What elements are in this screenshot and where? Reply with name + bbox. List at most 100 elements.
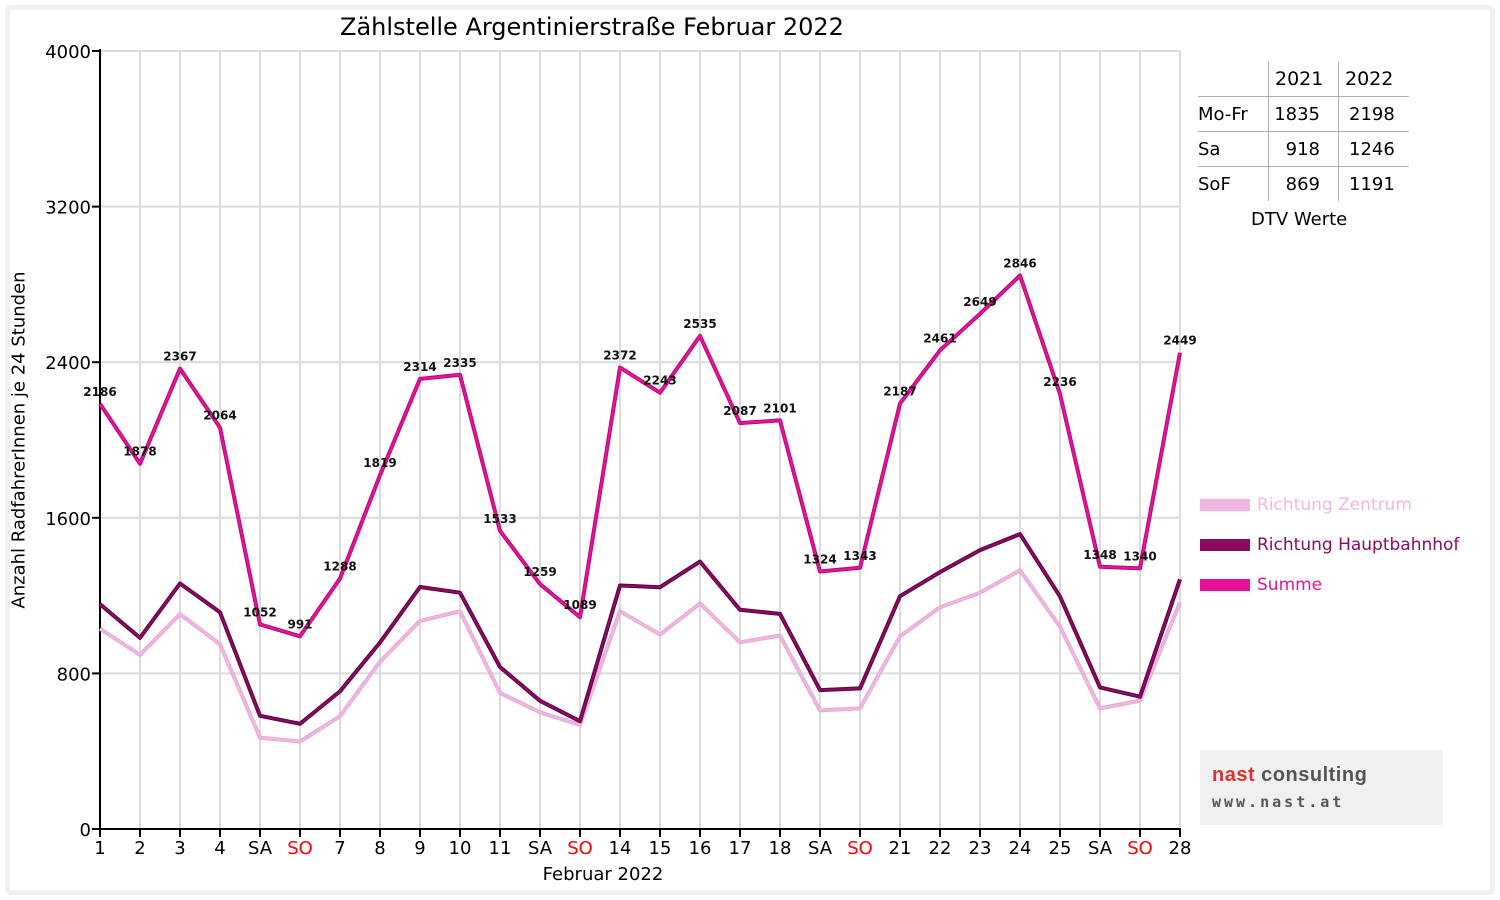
legend-item-hauptbahnhof: Richtung Hauptbahnhof xyxy=(1200,534,1459,556)
x-tick-label: 25 xyxy=(1049,838,1072,859)
nast-consulting-logo: nast consulting www.nast.at xyxy=(1200,750,1443,825)
data-label: 2087 xyxy=(723,404,756,418)
data-label: 2335 xyxy=(443,356,476,370)
x-tick-label: SA xyxy=(528,838,553,859)
data-label: 1324 xyxy=(803,552,836,566)
dtv-header-row: 2021 2022 xyxy=(1198,62,1409,97)
x-tick-label: 28 xyxy=(1169,838,1192,859)
x-tick-label: 1 xyxy=(94,838,105,859)
data-label: 2372 xyxy=(603,349,636,363)
x-tick-label: 21 xyxy=(889,838,912,859)
dtv-value-2022: 2198 xyxy=(1338,96,1409,132)
legend-label-zentrum: Richtung Zentrum xyxy=(1257,495,1412,515)
x-tick-label: 23 xyxy=(969,838,992,859)
y-tick-label: 0 xyxy=(80,820,91,841)
y-tick-label: 2400 xyxy=(45,353,91,374)
data-label: 991 xyxy=(287,617,312,631)
logo-name-part1: nast xyxy=(1212,764,1256,786)
logo-name: nast consulting xyxy=(1212,764,1367,787)
y-tick-label: 3200 xyxy=(45,198,91,219)
x-tick-label: 10 xyxy=(449,838,472,859)
dtv-row-label: Sa xyxy=(1198,131,1269,167)
logo-website: www.nast.at xyxy=(1212,793,1345,811)
data-label: 2186 xyxy=(83,385,116,399)
data-label: 1089 xyxy=(563,598,596,612)
legend-swatch-summe xyxy=(1200,579,1250,591)
x-tick-label: 16 xyxy=(689,838,712,859)
x-tick-label: SA xyxy=(1088,838,1113,859)
data-label: 2187 xyxy=(883,385,916,399)
data-label: 1348 xyxy=(1083,548,1116,562)
x-tick-label: 15 xyxy=(649,838,672,859)
data-label: 1343 xyxy=(843,549,876,563)
x-tick-label: 14 xyxy=(609,838,632,859)
x-tick-label: 22 xyxy=(929,838,952,859)
x-tick-label: 24 xyxy=(1009,838,1032,859)
legend-swatch-hauptbahnhof xyxy=(1200,539,1250,551)
dtv-row: SoF 869 1191 xyxy=(1198,166,1409,201)
x-tick-label: 11 xyxy=(489,838,512,859)
data-label: 2649 xyxy=(963,295,996,309)
data-label: 1288 xyxy=(323,559,356,573)
x-tick-label: 17 xyxy=(729,838,752,859)
legend-label-summe: Summe xyxy=(1257,575,1323,595)
data-label: 2449 xyxy=(1163,334,1196,348)
series-line-summe xyxy=(99,274,1181,638)
y-axis-label: Anzahl RadfahrerInnen je 24 Stunden xyxy=(8,271,30,609)
x-tick-label: SO xyxy=(847,838,873,859)
x-tick-label: SA xyxy=(808,838,833,859)
dtv-value-2021: 869 xyxy=(1268,166,1339,201)
data-label: 1259 xyxy=(523,565,556,579)
x-tick-label: SO xyxy=(567,838,593,859)
data-label: 1878 xyxy=(123,445,156,459)
y-tick-label: 1600 xyxy=(45,509,91,530)
x-tick-label: 3 xyxy=(174,838,185,859)
x-tick-label: 2 xyxy=(134,838,145,859)
x-tick-label: 4 xyxy=(214,838,225,859)
dtv-value-2021: 918 xyxy=(1268,131,1339,167)
data-label: 2535 xyxy=(683,317,716,331)
y-tick-label: 800 xyxy=(57,664,91,685)
data-label: 1533 xyxy=(483,512,516,526)
x-tick-label: 9 xyxy=(414,838,425,859)
dtv-row: Sa 918 1246 xyxy=(1198,131,1409,167)
dtv-row-label: Mo-Fr xyxy=(1198,96,1269,132)
x-tick-label: SA xyxy=(248,838,273,859)
legend-item-zentrum: Richtung Zentrum xyxy=(1200,494,1412,516)
legend-item-summe: Summe xyxy=(1200,574,1322,596)
data-label: 2101 xyxy=(763,401,796,415)
data-label: 1819 xyxy=(363,456,396,470)
dtv-row: Mo-Fr 1835 2198 xyxy=(1198,96,1409,132)
data-label: 2236 xyxy=(1043,375,1076,389)
x-tick-label: 18 xyxy=(769,838,792,859)
dtv-header-2021: 2021 xyxy=(1268,62,1339,97)
chart-title: Zählstelle Argentinierstraße Februar 202… xyxy=(340,13,844,41)
dtv-value-2022: 1246 xyxy=(1338,131,1409,167)
dtv-row-label: SoF xyxy=(1198,173,1231,195)
x-axis-label: Februar 2022 xyxy=(542,864,664,885)
dtv-value-2021: 1835 xyxy=(1268,96,1339,132)
x-tick-label: 7 xyxy=(334,838,345,859)
data-label: 1340 xyxy=(1123,549,1156,563)
y-tick-label: 4000 xyxy=(45,42,91,63)
series-line-summe-outline xyxy=(98,273,1182,639)
series-line-zentrum xyxy=(99,569,1181,743)
logo-name-part2: consulting xyxy=(1255,764,1368,786)
series-line-hauptbahnhof xyxy=(99,533,1181,725)
data-label: 2064 xyxy=(203,409,236,423)
data-label: 2461 xyxy=(923,331,956,345)
data-label: 2846 xyxy=(1003,256,1036,270)
dtv-header-empty xyxy=(1198,62,1269,97)
x-tick-label: SO xyxy=(287,838,313,859)
x-tick-label: SO xyxy=(1127,838,1153,859)
data-label: 2314 xyxy=(403,360,436,374)
data-label: 2243 xyxy=(643,374,676,388)
legend-label-hauptbahnhof: Richtung Hauptbahnhof xyxy=(1257,535,1460,555)
series-line-hauptbahnhof-outline xyxy=(98,532,1182,726)
data-label: 1052 xyxy=(243,605,276,619)
dtv-caption: DTV Werte xyxy=(1251,209,1348,230)
dtv-value-2022: 1191 xyxy=(1338,166,1409,201)
dtv-table: 2021 2022 Mo-Fr 1835 2198 Sa 918 1246 So… xyxy=(1198,62,1409,201)
x-tick-label: 8 xyxy=(374,838,385,859)
